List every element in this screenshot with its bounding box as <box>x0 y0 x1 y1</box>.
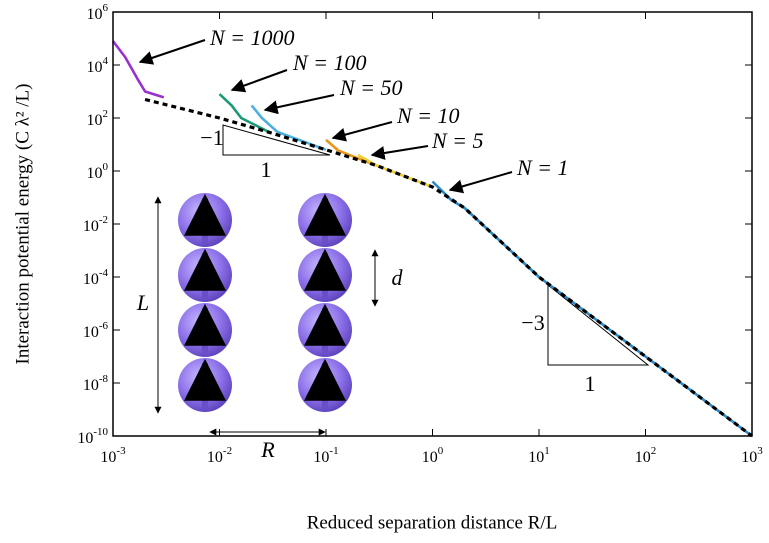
tick-label: 104 <box>87 55 109 76</box>
tick-exponent: -6 <box>99 320 109 332</box>
tick-label: 103 <box>741 445 763 466</box>
label-arrow <box>138 39 206 65</box>
series-label: N = 100 <box>292 50 367 75</box>
tick-base: 10 <box>87 112 103 129</box>
tick-label: 10-2 <box>207 445 232 466</box>
tick-base: 10 <box>83 324 99 341</box>
tick-exponent: 3 <box>757 445 763 457</box>
tick-label: 10-4 <box>83 267 109 288</box>
tick-exponent: -10 <box>93 426 108 438</box>
series-line <box>111 40 165 99</box>
tick-label: 10-1 <box>313 445 338 466</box>
tick-base: 10 <box>313 449 329 466</box>
series-label: N = 10 <box>396 103 460 128</box>
series-line <box>218 93 271 134</box>
slope-triangle <box>222 124 331 156</box>
tick-label: 10-8 <box>83 373 109 394</box>
series-line <box>431 180 753 438</box>
illustration <box>154 124 650 436</box>
tick-exponent: 2 <box>103 108 109 120</box>
tick-label: 100 <box>422 445 444 466</box>
tick-base: 10 <box>100 449 116 466</box>
tick-base: 10 <box>741 449 757 466</box>
tick-base: 10 <box>83 218 99 235</box>
label-arrow <box>263 94 335 115</box>
annotation: 1 <box>261 157 272 182</box>
tick-label: 10-2 <box>83 214 108 235</box>
series-label: N = 1000 <box>209 25 295 50</box>
tick-exponent: 4 <box>103 55 109 67</box>
tick-label: 102 <box>87 108 109 129</box>
series-line <box>250 104 327 152</box>
tick-base: 10 <box>77 430 93 447</box>
tick-exponent: -2 <box>99 214 108 226</box>
reference-line <box>144 97 753 438</box>
slope-triangle <box>547 283 650 366</box>
tick-exponent: -3 <box>116 445 126 457</box>
tick-base: 10 <box>87 165 103 182</box>
tick-label: 101 <box>528 445 550 466</box>
tick-base: 10 <box>87 59 103 76</box>
tick-label: 10-3 <box>100 445 126 466</box>
plot-area <box>111 40 753 438</box>
annotation: −1 <box>200 125 223 150</box>
series-label: N = 5 <box>431 128 484 153</box>
tick-exponent: 1 <box>544 445 550 457</box>
tick-exponent: -8 <box>99 373 109 385</box>
tick-base: 10 <box>207 449 223 466</box>
tick-label: 10-6 <box>83 320 109 341</box>
tick-base: 10 <box>422 449 438 466</box>
tick-base: 10 <box>83 271 99 288</box>
tick-exponent: 2 <box>651 445 657 457</box>
tick-base: 10 <box>83 377 99 394</box>
annotation: L <box>136 290 149 315</box>
tick-exponent: -1 <box>329 445 338 457</box>
tick-label: 106 <box>87 2 109 23</box>
label-arrow <box>370 145 429 160</box>
annotation: d <box>392 265 404 290</box>
tick-label: 10-10 <box>77 426 108 447</box>
tick-exponent: 6 <box>103 2 109 14</box>
series-line <box>325 138 378 167</box>
tick-base: 10 <box>87 6 103 23</box>
tick-base: 10 <box>528 449 544 466</box>
tick-exponent: -4 <box>99 267 109 279</box>
tick-label: 100 <box>87 161 109 182</box>
label-arrow <box>331 121 393 142</box>
x-axis-label: Reduced separation distance R/L <box>307 512 558 533</box>
tick-label: 102 <box>635 445 657 466</box>
tick-exponent: 0 <box>103 161 109 173</box>
series-label: N = 1 <box>516 155 569 180</box>
tick-base: 10 <box>635 449 651 466</box>
y-axis-label: Interaction potential energy (C λ² /L) <box>12 84 33 365</box>
tick-exponent: -2 <box>223 445 232 457</box>
series-label: N = 50 <box>339 75 403 100</box>
annotation: −3 <box>521 310 544 335</box>
annotation: R <box>260 437 275 462</box>
label-arrow <box>230 69 288 93</box>
tick-exponent: 0 <box>438 445 444 457</box>
label-arrow <box>448 171 513 194</box>
annotation: 1 <box>585 371 596 396</box>
